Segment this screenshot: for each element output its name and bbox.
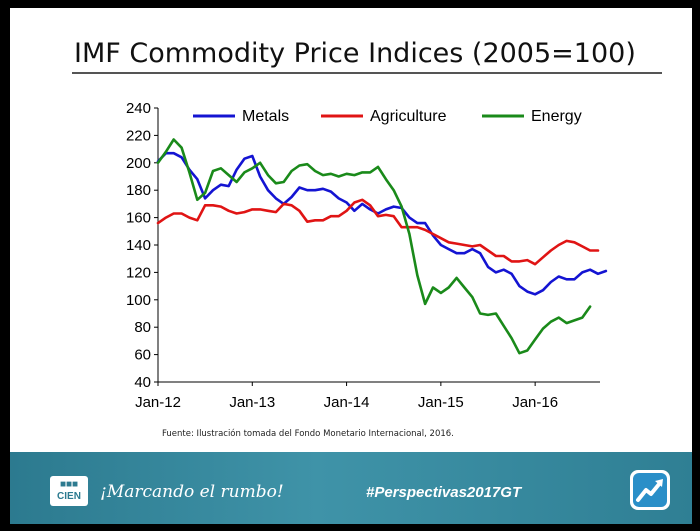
growth-arrow-icon xyxy=(630,470,670,510)
x-tick-label: Jan-15 xyxy=(418,394,464,411)
y-axis-ticks: 40 60 80 100 120 140 160 180 200 220 240 xyxy=(126,100,158,391)
y-tick-label: 220 xyxy=(126,127,151,144)
tagline: ¡Marcando el rumbo! xyxy=(100,482,284,502)
legend-label-metals: Metals xyxy=(242,108,289,125)
logo-text: CIEN xyxy=(57,491,81,502)
y-tick-label: 200 xyxy=(126,155,151,172)
y-tick-label: 180 xyxy=(126,182,151,199)
y-tick-label: 120 xyxy=(126,264,151,281)
legend: Metals Agriculture Energy xyxy=(193,108,582,125)
y-tick-label: 40 xyxy=(134,374,151,391)
title-underline xyxy=(72,72,662,74)
logo-mark: ■■■ xyxy=(59,479,79,490)
x-axis-ticks: Jan-12 Jan-13 Jan-14 Jan-15 Jan-16 xyxy=(135,382,558,411)
y-tick-label: 160 xyxy=(126,210,151,227)
series-line-energy xyxy=(156,138,592,355)
y-tick-label: 60 xyxy=(134,347,151,364)
x-tick-label: Jan-13 xyxy=(229,394,275,411)
y-tick-label: 140 xyxy=(126,237,151,254)
series-lines xyxy=(156,138,608,355)
cien-logo: ■■■ CIEN xyxy=(50,476,88,506)
y-tick-label: 80 xyxy=(134,319,151,336)
hashtag: #Perspectivas2017GT xyxy=(366,484,522,501)
x-tick-label: Jan-14 xyxy=(324,394,370,411)
x-tick-label: Jan-12 xyxy=(135,394,181,411)
series-line-agriculture xyxy=(156,198,600,266)
x-tick-label: Jan-16 xyxy=(512,394,558,411)
footer-banner: ■■■ CIEN ¡Marcando el rumbo! #Perspectiv… xyxy=(10,452,692,524)
legend-label-energy: Energy xyxy=(531,108,582,125)
slide: IMF Commodity Price Indices (2005=100) 4… xyxy=(10,8,692,524)
y-tick-label: 240 xyxy=(126,100,151,117)
source-note: Fuente: Ilustración tomada del Fondo Mon… xyxy=(162,429,454,439)
legend-label-agriculture: Agriculture xyxy=(370,108,447,125)
y-tick-label: 100 xyxy=(126,292,151,309)
slide-title: IMF Commodity Price Indices (2005=100) xyxy=(74,38,636,69)
